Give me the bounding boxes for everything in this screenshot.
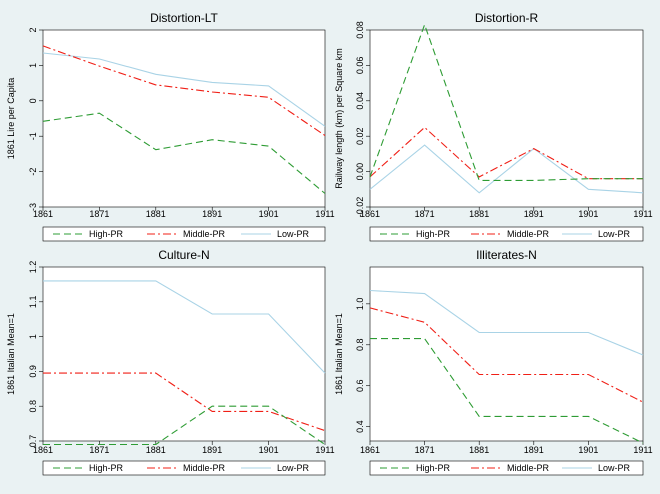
legend-label: Middle-PR [507,463,550,473]
y-tick-label: 0.6 [355,379,365,392]
y-tick-label: 1.0 [355,298,365,311]
x-tick-label: 1881 [469,209,489,219]
x-tick-label: 1911 [633,445,652,455]
x-tick-label: 1871 [415,445,435,455]
y-tick-label: 0.08 [355,21,365,39]
y-tick-label: -1 [28,132,38,140]
chart-panel: Culture-N 1861 Italian Mean=1 1.2 1.1 1 0.9 0.… [6,248,335,476]
x-tick-label: 1861 [360,209,380,219]
y-axis-label: Railway length (km) per Square km [334,48,344,189]
legend-label: Middle-PR [183,229,226,239]
series-line-middle-pr [43,372,326,432]
x-tick-label: 1881 [469,445,489,455]
x-tick-label: 1861 [33,445,53,455]
y-tick-label: 0.7 [28,435,38,448]
y-tick-label: 0.02 [355,127,365,145]
legend-label: Low-PR [598,229,631,239]
legend: High-PR Middle-PR Low-PR [369,226,644,242]
series-line-low-pr [369,144,644,194]
y-tick-label: 1 [28,334,38,339]
legend-label: High-PR [89,229,124,239]
legend-box [42,226,326,242]
x-tick-label: 1871 [415,209,435,219]
x-tick-label: 1891 [524,445,544,455]
y-tick-label: 1.2 [28,261,38,274]
y-tick-label: 0.06 [355,57,365,75]
legend-label: Low-PR [277,463,310,473]
x-tick-label: 1881 [146,209,166,219]
chart-title: Distortion-R [475,11,539,25]
series-line-middle-pr [369,126,643,180]
y-tick-label: -3 [28,203,38,211]
chart-title: Illiterates-N [476,248,537,262]
legend-label: Middle-PR [507,229,550,239]
legend-label: Middle-PR [183,463,226,473]
x-tick-label: 1891 [202,445,222,455]
legend-box [369,460,644,476]
series-line-low-pr [369,289,644,356]
legend-box [369,226,644,242]
x-tick-label: 1911 [315,209,334,219]
y-tick-label: 0.8 [28,400,38,413]
legend: High-PR Middle-PR Low-PR [369,460,644,476]
x-tick-label: 1901 [259,209,279,219]
series-line-low-pr [42,52,326,127]
legend-label: High-PR [89,463,124,473]
legend-label: Low-PR [277,229,310,239]
x-tick-label: 1911 [315,445,334,455]
series-line-high-pr [369,23,643,181]
y-tick-label: 0.9 [28,365,38,378]
chart-panel: Distortion-LT 1861 Lire per Capita 2 1 0 -1 -2… [6,11,335,242]
x-tick-label: 1891 [524,209,544,219]
plot-area [369,29,644,208]
series-line-middle-pr [369,307,644,403]
series-line-high-pr [370,338,644,444]
chart-panel: Illiterates-N 1861 Italian Mean=1 1.0 0.8 0.… [334,248,653,476]
x-tick-label: 1881 [146,445,166,455]
plot-area [369,266,644,442]
legend-label: Low-PR [598,463,631,473]
y-tick-label: 0.00 [355,163,365,181]
x-tick-label: 1871 [89,445,109,455]
series-line-high-pr [42,112,326,194]
x-tick-label: 1901 [259,445,279,455]
legend-box [42,460,326,476]
y-tick-label: 2 [28,27,38,32]
series-line-high-pr [43,405,326,446]
y-tick-label: 0.04 [355,92,365,110]
y-axis-label: 1861 Lire per Capita [6,78,16,160]
y-tick-label: 0.8 [355,339,365,352]
y-axis-label: 1861 Italian Mean=1 [6,313,16,395]
x-tick-label: 1861 [33,209,53,219]
y-tick-label: 1.1 [28,296,38,309]
legend: High-PR Middle-PR Low-PR [42,226,326,242]
plot-area [42,266,326,442]
series-line-low-pr [43,280,326,374]
x-tick-label: 1911 [633,209,652,219]
x-tick-label: 1891 [202,209,222,219]
legend-label: High-PR [416,463,451,473]
x-tick-label: 1901 [578,445,598,455]
legend-label: High-PR [416,229,451,239]
x-tick-label: 1871 [89,209,109,219]
y-axis-label: 1861 Italian Mean=1 [334,313,344,395]
y-tick-label: -0.02 [355,197,365,218]
y-tick-label: -2 [28,168,38,176]
chart-panel: Distortion-R Railway length (km) per Squa… [334,11,653,242]
series-line-middle-pr [42,45,326,136]
y-tick-label: 0.4 [355,420,365,433]
chart-title: Distortion-LT [150,11,218,25]
y-tick-label: 0 [28,98,38,103]
y-tick-label: 1 [28,63,38,68]
x-tick-label: 1861 [360,445,380,455]
chart-title: Culture-N [158,248,209,262]
legend: High-PR Middle-PR Low-PR [42,460,326,476]
x-tick-label: 1901 [578,209,598,219]
plot-area [42,29,326,208]
